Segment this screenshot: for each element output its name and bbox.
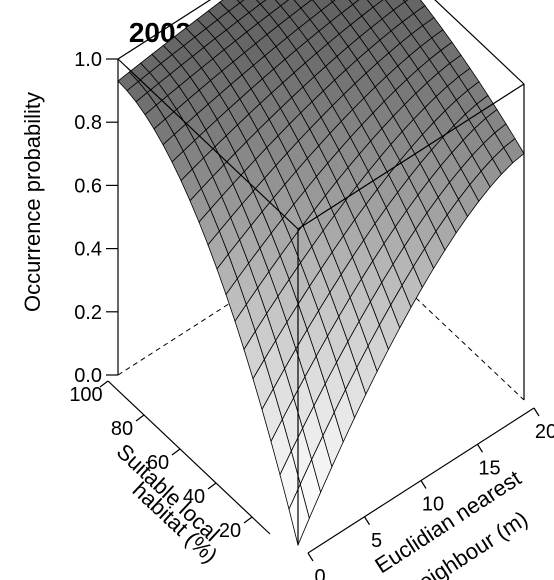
- surface-cell: [255, 0, 267, 5]
- box-edges: [117, 0, 525, 545]
- y-tick-label: 5: [371, 530, 382, 552]
- z-tick-label: 0.6: [74, 175, 102, 197]
- x-tick: [99, 380, 109, 388]
- y-tick-label: 20: [535, 421, 554, 443]
- box-edge-top-front: [297, 83, 525, 230]
- z-axis: 0.0 0.2 0.4 0.6 0.8 1.0: [74, 49, 118, 387]
- z-tick-label: 0.0: [74, 365, 102, 387]
- y-tick-label: 0: [314, 566, 325, 580]
- x-tick: [135, 414, 145, 422]
- x-axis: 100 80 60 40 20: [69, 380, 271, 542]
- x-tick: [243, 516, 253, 524]
- z-tick-label: 0.4: [74, 239, 102, 261]
- y-axis-line: [307, 407, 535, 554]
- y-tick: [307, 552, 314, 562]
- x-tick-label: 100: [69, 384, 102, 406]
- box-edge-top-left: [117, 58, 299, 230]
- y-tick: [420, 480, 427, 489]
- y-tick-label: 15: [478, 457, 500, 479]
- x-tick-label: 80: [111, 418, 133, 440]
- y-tick: [533, 407, 540, 417]
- x-axis-line: [107, 380, 271, 535]
- z-tick-label: 0.8: [74, 112, 102, 134]
- x-tick-label: 60: [147, 452, 169, 474]
- x-tick-label: 40: [183, 486, 205, 508]
- z-tick-label: 0.2: [74, 302, 102, 324]
- y-tick: [363, 516, 371, 526]
- z-tick-label: 1.0: [74, 49, 102, 71]
- y-tick: [476, 443, 484, 453]
- y-axis: 0 5 10 15 20: [307, 407, 554, 580]
- surface-cell: [236, 0, 245, 4]
- surface-mesh: [117, 0, 525, 547]
- z-axis-label: Occurrence probability: [20, 92, 45, 312]
- y-tick-label: 10: [422, 494, 444, 516]
- box-edge-top-back: [117, 0, 212, 60]
- x-tick: [207, 482, 217, 490]
- box-edge-top-right: [434, 0, 525, 85]
- x-tick: [171, 448, 181, 456]
- x-tick-label: 20: [219, 520, 241, 542]
- surface-cell: [288, 483, 310, 547]
- surface-cell: [348, 0, 360, 6]
